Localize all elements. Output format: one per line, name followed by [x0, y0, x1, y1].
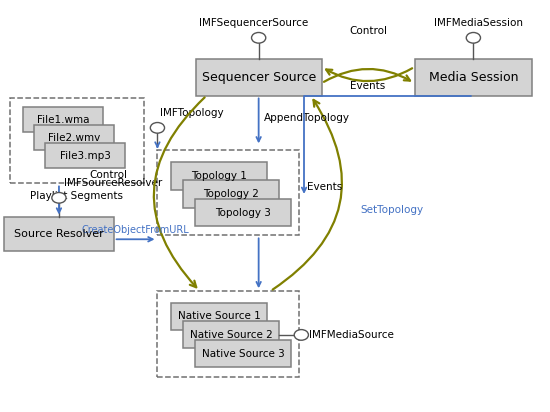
- Circle shape: [52, 192, 66, 203]
- FancyArrowPatch shape: [326, 68, 412, 81]
- Text: AppendTopology: AppendTopology: [264, 113, 350, 124]
- Text: Sequencer Source: Sequencer Source: [201, 70, 316, 84]
- Text: IMFMediaSession: IMFMediaSession: [434, 18, 524, 28]
- Text: Source Resolver: Source Resolver: [14, 229, 104, 239]
- FancyBboxPatch shape: [195, 340, 291, 367]
- FancyBboxPatch shape: [171, 302, 267, 330]
- FancyBboxPatch shape: [195, 199, 291, 227]
- Text: Topology 2: Topology 2: [203, 189, 259, 199]
- FancyBboxPatch shape: [24, 107, 103, 132]
- Bar: [157, 150, 299, 236]
- Circle shape: [466, 33, 481, 43]
- FancyBboxPatch shape: [183, 321, 279, 349]
- FancyBboxPatch shape: [34, 125, 114, 150]
- FancyArrowPatch shape: [154, 97, 205, 287]
- Text: Native Source 3: Native Source 3: [202, 349, 284, 359]
- Text: Native Source 2: Native Source 2: [190, 330, 272, 340]
- Circle shape: [294, 330, 309, 340]
- Text: Control: Control: [349, 26, 387, 36]
- Text: Events: Events: [307, 182, 342, 192]
- FancyBboxPatch shape: [183, 180, 279, 208]
- Text: Events: Events: [350, 82, 386, 91]
- FancyArrowPatch shape: [324, 69, 410, 82]
- Text: Native Source 1: Native Source 1: [178, 311, 260, 321]
- Text: Topology 1: Topology 1: [191, 171, 247, 181]
- Text: CreateObjectFromURL: CreateObjectFromURL: [81, 225, 189, 235]
- Text: File1.wma: File1.wma: [37, 115, 89, 125]
- Text: IMFMediaSource: IMFMediaSource: [309, 330, 394, 340]
- Text: Media Session: Media Session: [428, 70, 518, 84]
- Text: File2.wmv: File2.wmv: [48, 133, 100, 143]
- Circle shape: [251, 33, 266, 43]
- FancyArrowPatch shape: [273, 100, 342, 290]
- Bar: [10, 98, 144, 183]
- Text: IMFSourceResolver: IMFSourceResolver: [64, 178, 163, 188]
- Text: SetTopology: SetTopology: [360, 205, 423, 215]
- FancyBboxPatch shape: [415, 59, 532, 96]
- Text: Topology 3: Topology 3: [215, 208, 271, 218]
- FancyBboxPatch shape: [171, 162, 267, 190]
- Text: IMFTopology: IMFTopology: [160, 108, 224, 118]
- Circle shape: [150, 122, 164, 133]
- FancyBboxPatch shape: [45, 143, 125, 169]
- Text: Control: Control: [89, 170, 127, 180]
- Text: Playlist Segments: Playlist Segments: [30, 191, 123, 201]
- FancyBboxPatch shape: [196, 59, 322, 96]
- Bar: [157, 291, 299, 377]
- Text: IMFSequencerSource: IMFSequencerSource: [199, 18, 308, 28]
- Text: File3.mp3: File3.mp3: [59, 151, 111, 161]
- FancyBboxPatch shape: [4, 218, 114, 251]
